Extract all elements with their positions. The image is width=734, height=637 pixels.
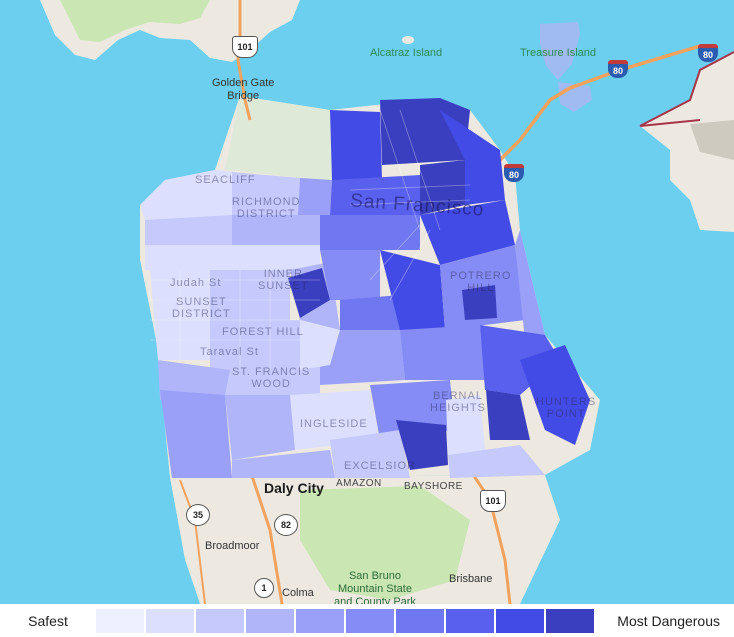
region-hunters-dark[interactable]: [486, 390, 530, 440]
region-seacliff[interactable]: [140, 170, 235, 222]
region-potrero-dark[interactable]: [462, 285, 497, 320]
region-financial[interactable]: [440, 110, 505, 205]
region-stonestown[interactable]: [225, 390, 295, 460]
region-outer-sunset[interactable]: [150, 270, 210, 360]
region-marina[interactable]: [298, 178, 332, 215]
legend-scale: [96, 608, 596, 633]
oakland-land: [640, 52, 734, 232]
ca1-shield: 1: [254, 578, 274, 598]
legend-swatch-2: [146, 608, 194, 633]
presidio: [225, 96, 332, 180]
region-excelsior[interactable]: [330, 430, 410, 478]
danger-legend: Safest Most Dangerous: [0, 604, 734, 637]
region-inner-richmond[interactable]: [232, 215, 320, 245]
region-parkside[interactable]: [158, 360, 230, 400]
region-west-twin-peaks[interactable]: [288, 268, 330, 318]
region-visitacion[interactable]: [396, 420, 448, 470]
region-western-addition[interactable]: [320, 215, 420, 250]
region-lake-merced[interactable]: [160, 390, 232, 478]
region-tenderloin[interactable]: [420, 160, 465, 215]
region-mission[interactable]: [380, 250, 445, 330]
region-outer-richmond[interactable]: [145, 215, 232, 245]
marin-park: [60, 0, 210, 42]
region-mclaren[interactable]: [446, 395, 485, 455]
legend-swatch-8: [446, 608, 494, 633]
region-sunset-mid[interactable]: [210, 320, 300, 370]
pacific-coast: [0, 180, 200, 604]
legend-swatch-1: [96, 608, 144, 633]
legend-swatch-10: [546, 608, 594, 633]
us101-north-shield: 101: [232, 36, 258, 58]
region-dogpatch[interactable]: [515, 230, 545, 340]
region-ingleside[interactable]: [290, 390, 380, 450]
region-hunters-point[interactable]: [520, 345, 590, 445]
legend-swatch-6: [346, 608, 394, 633]
i80-west-shield: 80: [608, 60, 628, 78]
region-castro[interactable]: [340, 295, 400, 330]
region-lake[interactable]: [232, 172, 300, 215]
us101-south-shield: 101: [480, 490, 506, 512]
region-diamond[interactable]: [300, 320, 340, 370]
region-haight[interactable]: [320, 250, 380, 300]
i80-bridge-shield: 80: [504, 164, 524, 182]
legend-most-dangerous-label: Most Dangerous: [617, 612, 720, 629]
oakland-port: [690, 120, 734, 160]
region-soma[interactable]: [420, 200, 515, 265]
legend-swatch-5: [296, 608, 344, 633]
legend-swatch-9: [496, 608, 544, 633]
street-grid: [150, 109, 471, 370]
legend-swatch-4: [246, 608, 294, 633]
region-golden-gate-park[interactable]: [145, 245, 320, 270]
i80-east-shield: 80: [698, 44, 718, 62]
region-north-beach[interactable]: [380, 98, 470, 165]
legend-swatch-3: [196, 608, 244, 633]
region-cow-hollow[interactable]: [330, 110, 382, 180]
region-bayview-south[interactable]: [448, 445, 545, 478]
region-bernal[interactable]: [400, 325, 485, 380]
region-st-francis[interactable]: [225, 365, 320, 395]
san-bruno-park: [300, 486, 470, 600]
treasure-island: [540, 22, 580, 80]
map-canvas[interactable]: [0, 0, 734, 604]
oakland-outline: [639, 51, 734, 127]
legend-safest-label: Safest: [28, 612, 68, 629]
region-south-west[interactable]: [232, 450, 335, 478]
alcatraz-island: [402, 36, 414, 44]
golden-gate-bridge-road: [236, 0, 252, 121]
hwy-280: [248, 469, 284, 604]
region-inner-sunset[interactable]: [210, 270, 290, 320]
crime-choropleth: [140, 98, 590, 478]
hwy-101-south: [468, 469, 512, 604]
legend-swatch-7: [396, 608, 444, 633]
ca82-shield: 82: [274, 514, 298, 536]
region-pacific-heights[interactable]: [330, 175, 420, 215]
ca35-shield: 35: [186, 504, 210, 526]
region-glen-park[interactable]: [320, 328, 405, 385]
bay-bridge: [498, 44, 701, 162]
